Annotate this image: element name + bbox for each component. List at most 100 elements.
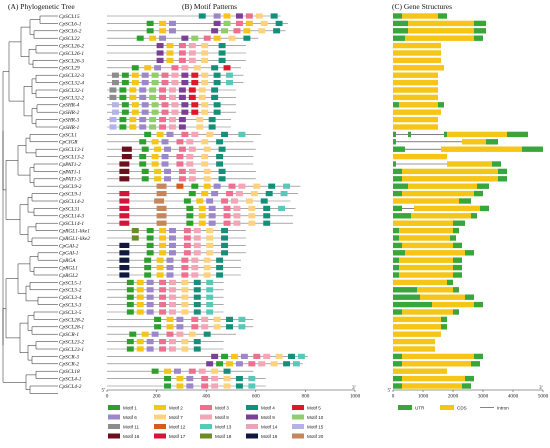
motif-box <box>119 198 130 204</box>
motif-box <box>159 28 167 34</box>
motif-box <box>166 57 174 63</box>
utr-segment <box>393 242 402 249</box>
motif-box <box>146 302 154 308</box>
motif-box <box>171 109 179 115</box>
motif-legend-swatch <box>154 424 166 429</box>
motif-box <box>213 20 221 26</box>
motif-box <box>146 339 154 345</box>
motif-box <box>211 28 219 34</box>
utr-segment <box>393 161 396 167</box>
motif-box <box>139 94 147 100</box>
motif-box <box>126 294 134 300</box>
gene-label: CpSCL3-4 <box>59 295 82 301</box>
motif-box <box>238 183 246 189</box>
motif-box <box>119 242 130 248</box>
motif-box <box>226 316 233 322</box>
motif-box <box>211 94 219 100</box>
motif-box <box>270 13 278 19</box>
motif-box <box>206 309 214 315</box>
motif-box <box>159 117 167 123</box>
cds-segment <box>393 42 441 49</box>
gene-axis-tick-label: 1000 <box>418 394 429 400</box>
motif-box <box>156 213 167 219</box>
motif-box <box>154 65 162 71</box>
motif-box <box>166 316 174 322</box>
gene-label: CpSCL29 <box>59 66 80 72</box>
motif-box <box>156 57 164 63</box>
motif-box <box>211 65 219 71</box>
motif-box <box>141 109 149 115</box>
motif-box <box>144 257 152 263</box>
utr-segment <box>393 190 402 197</box>
motif-box <box>188 168 196 174</box>
motif-box <box>235 361 243 367</box>
motif-legend-label: Motif 1 <box>123 405 137 410</box>
cds-segment <box>393 79 438 86</box>
cds-segment <box>405 35 474 41</box>
motif-legend-swatch <box>154 414 166 420</box>
motif-box <box>203 265 211 271</box>
motif-box <box>221 242 229 248</box>
cds-segment <box>399 235 450 241</box>
motif-box <box>149 94 157 100</box>
motif-legend-label: Motif 11 <box>123 424 139 429</box>
motif-box <box>263 220 271 226</box>
motif-axis-tick-label: 0 <box>106 394 109 400</box>
motif-box <box>188 331 196 337</box>
motif-box <box>201 376 209 382</box>
motif-box <box>191 324 199 330</box>
utr-segment <box>474 20 486 27</box>
motif-legend-swatch <box>108 405 120 410</box>
motif-box <box>146 309 154 315</box>
gene-label: CpSCL22 <box>59 36 80 42</box>
motif-box <box>275 20 283 26</box>
motif-box <box>211 191 219 197</box>
motif-box <box>278 205 286 211</box>
motif-box <box>159 309 167 315</box>
motif-box <box>201 383 209 389</box>
cds-segment <box>393 50 441 56</box>
motif-box <box>193 294 201 300</box>
motif-box <box>258 28 266 34</box>
motif-box <box>126 346 134 352</box>
motif-box <box>206 242 214 248</box>
utr-segment <box>441 316 447 323</box>
motif-box <box>191 183 199 189</box>
motif-box <box>273 28 281 34</box>
utr-segment <box>477 183 489 189</box>
motif-box <box>111 80 119 86</box>
motif-box <box>223 20 231 26</box>
motif-box <box>131 109 139 115</box>
motif-box <box>181 72 189 78</box>
motif-box <box>161 161 169 167</box>
cds-segment <box>393 65 444 71</box>
gene-label: CpPAT1-3 <box>59 177 81 183</box>
gene-axis-tick-label: 5000 <box>538 394 549 400</box>
motif-box <box>201 102 209 108</box>
motif-box <box>176 383 184 389</box>
cds-segment <box>402 242 453 249</box>
motif-box <box>121 80 129 86</box>
gene-label: CpSCL3-2 <box>59 288 82 294</box>
motif-box <box>181 309 189 315</box>
motif-box <box>253 353 261 359</box>
motif-box <box>139 154 147 160</box>
motif-box <box>223 383 231 389</box>
motif-box <box>171 65 179 71</box>
gene-label: CpSCL14-1 <box>59 221 84 227</box>
motif-box <box>201 109 209 115</box>
motif-box <box>193 235 201 241</box>
motif-box <box>255 13 263 19</box>
motif-box <box>154 198 165 204</box>
utr-segment <box>465 294 474 300</box>
motif-box <box>280 191 288 197</box>
motif-box <box>139 139 147 145</box>
motif-box <box>146 28 154 34</box>
utr-segment <box>447 279 453 286</box>
motif-axis-tick-label: 200 <box>153 394 161 400</box>
motif-box <box>191 102 199 108</box>
gene-label: CpRGL2 <box>59 273 78 279</box>
motif-box <box>186 161 194 167</box>
motif-box <box>181 65 189 71</box>
motif-box <box>178 176 186 182</box>
